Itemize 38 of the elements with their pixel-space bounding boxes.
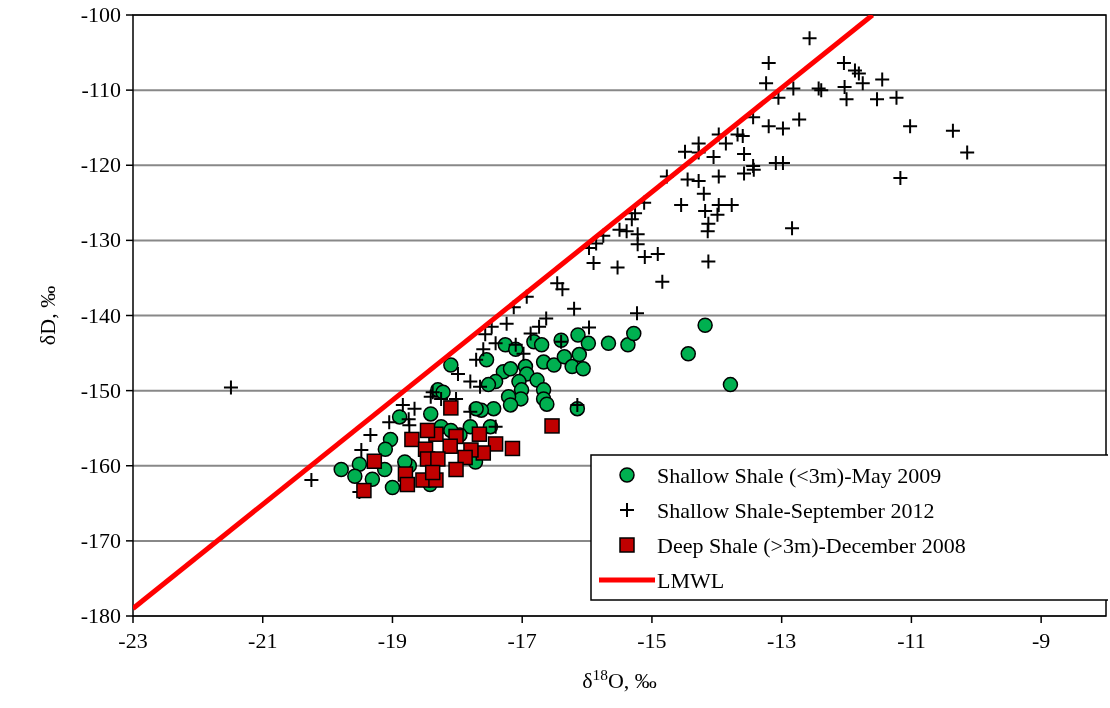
x-tick-label: -15 [637,628,667,653]
point [471,426,488,442]
x-tick-label: -11 [897,628,926,653]
legend-label: LMWL [657,568,725,593]
point [366,453,383,469]
y-tick-label: -160 [80,452,121,478]
x-tick-label: -23 [118,628,148,653]
point [457,449,473,466]
point [443,400,459,416]
y-tick-label: -170 [80,527,121,553]
x-tick-label: -9 [1031,628,1051,653]
point [442,438,458,454]
legend-label: Shallow Shale (<3m)-May 2009 [657,463,942,488]
point [544,418,560,434]
point [430,451,446,467]
point [356,482,372,499]
point [399,476,416,493]
y-tick-label: -180 [80,603,121,628]
x-axis-title: δ$^{18}$O, ‰ [582,665,657,693]
legend-label: Deep Shale (>3m)-December 2008 [657,533,966,558]
legend-label: Shallow Shale-September 2012 [657,498,935,523]
point [424,464,441,481]
y-tick-label: -150 [80,377,121,403]
y-tick-label: -130 [80,227,121,253]
y-axis-title: δD, ‰ [35,285,60,346]
y-tick-label: -140 [80,302,121,328]
x-tick-label: -19 [377,628,408,653]
x-tick-label: -17 [507,628,537,653]
point [448,461,464,478]
y-tick-label: -100 [80,2,121,27]
point [419,422,436,439]
x-tick-label: -13 [767,628,797,653]
point [404,431,420,448]
y-tick-label: -120 [80,152,121,178]
point [487,436,504,452]
y-tick-label: -110 [81,77,121,103]
x-tick-label: -21 [248,628,278,653]
point [504,440,521,457]
